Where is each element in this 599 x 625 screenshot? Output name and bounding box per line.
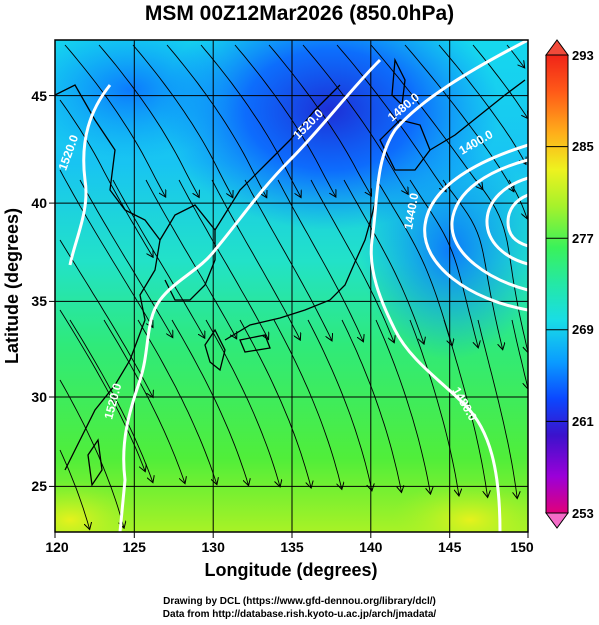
contour-1440 [423,143,528,312]
x-tick-125: 125 [123,539,147,555]
streamline [59,309,145,471]
colorbar: 293 285 277 269 261 253 [545,39,594,529]
warm-region-se [390,480,528,532]
coast-taiwan [87,438,103,487]
contour-1520-west [68,84,112,266]
coast-honshu [224,189,379,341]
streamline [59,379,124,527]
streamline [302,44,408,194]
streamline [244,179,332,340]
x-tick-135: 135 [280,539,304,555]
streamline [234,44,335,196]
streamline [472,44,528,118]
contour-1360 [485,176,528,266]
credit-line-data: Data from http://database.rish.kyoto-u.a… [162,609,437,620]
streamline [277,179,363,341]
warm-region-sw [55,480,140,532]
streamline [268,44,371,195]
streamline [64,44,165,196]
contour-1320 [506,193,528,248]
streamline [370,44,482,189]
wind-streamlines [59,44,528,529]
streamline [511,319,528,388]
x-tick-130: 130 [202,539,226,555]
y-tick-30: 30 [31,389,47,405]
streamline [59,239,153,397]
streamline [166,44,266,197]
y-axis: 45 40 35 30 25 Latitude (degrees) [2,88,55,494]
colorbar-label-293: 293 [572,48,594,63]
x-tick-150: 150 [510,539,534,555]
streamline [211,179,300,339]
colorbar-label-277: 277 [572,231,594,246]
contour-1400 [450,158,528,292]
streamline [375,319,430,493]
plot-area: 1520.0 1520.0 1520.0 1480.0 1440.0 1400.… [55,40,528,532]
streamline [475,179,528,352]
streamline [336,44,446,191]
streamline [438,44,526,164]
streamline [132,44,232,197]
streamline [442,179,503,349]
streamline [200,44,301,197]
y-tick-45: 45 [31,88,47,104]
coast-shikoku [239,334,271,353]
colorbar-label-269: 269 [572,322,594,337]
streamline [341,319,401,492]
x-axis: 120 125 130 135 140 145 150 Longitude (d… [45,532,534,580]
colorbar-body [545,54,569,514]
streamline [307,319,372,490]
streamline [376,179,452,345]
x-tick-120: 120 [45,539,69,555]
streamline [409,179,478,347]
streamline [273,319,342,488]
streamline [59,169,153,327]
streamline [205,319,280,486]
streamline [343,179,424,343]
streamline [171,319,248,485]
contour-1480 [369,40,528,532]
streamline [239,319,311,487]
colorbar-label-285: 285 [572,139,594,154]
y-axis-label: Latitude (degrees) [2,208,22,364]
streamline [477,319,517,498]
coast-korea [159,204,216,301]
streamline [98,44,199,197]
streamline [79,179,172,337]
coast-kyushu [204,328,226,372]
map-title: MSM 00Z12Mar2026 (850.0hPa) [144,2,455,25]
colorbar-top-arrow [545,39,569,56]
contour-1520-main [118,58,382,532]
streamline [310,179,394,342]
streamline [404,44,513,191]
streamline [112,179,204,337]
streamline [137,319,217,484]
y-tick-25: 25 [31,478,47,494]
streamline [409,319,459,495]
x-tick-140: 140 [359,539,383,555]
y-tick-35: 35 [31,293,47,309]
streamline [103,319,185,483]
cool-region-west [55,40,240,160]
streamline [145,179,236,338]
y-tick-40: 40 [31,195,47,211]
streamline [59,449,89,529]
credit-line-drawing: Drawing by DCL (https://www.gfd-dennou.o… [163,596,436,607]
streamline [69,319,153,482]
colorbar-bottom-arrow [545,512,569,529]
streamline [178,179,268,339]
colorbar-label-261: 261 [572,414,594,429]
x-tick-145: 145 [438,539,462,555]
height-contours [68,40,528,532]
streamline [59,99,153,257]
x-axis-label: Longitude (degrees) [204,560,377,580]
contour-label-5: 1440.0 [401,192,421,231]
coast-sakhalin [391,57,406,107]
colorbar-label-253: 253 [572,506,594,521]
